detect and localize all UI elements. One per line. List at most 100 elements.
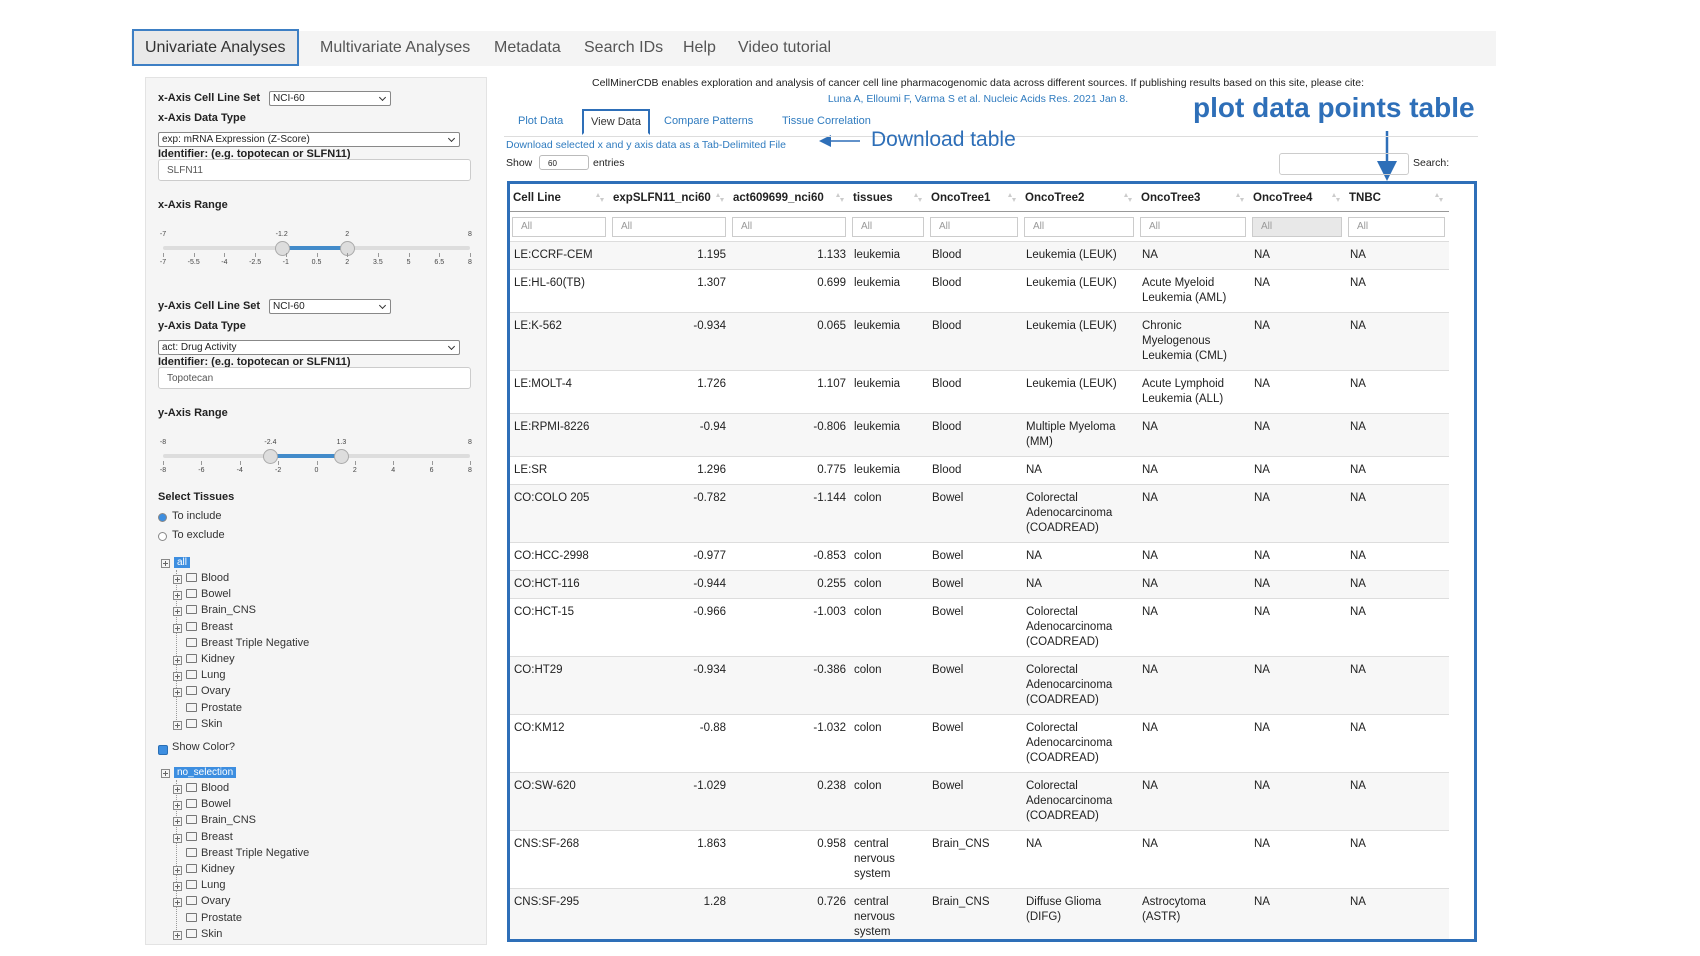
- table-cell: -1.032: [730, 715, 850, 773]
- tree-item[interactable]: Prostate: [186, 912, 242, 924]
- filter-input[interactable]: All: [930, 217, 1018, 237]
- table-cell: NA: [1022, 571, 1138, 599]
- column-header[interactable]: tissues: [850, 184, 928, 212]
- slider-handle[interactable]: [334, 449, 349, 464]
- tree-toggle[interactable]: [173, 624, 182, 633]
- entries-select[interactable]: 60: [539, 155, 589, 170]
- column-header[interactable]: expSLFN11_nci60: [610, 184, 730, 212]
- nav-tab[interactable]: Help: [672, 31, 727, 64]
- column-header[interactable]: OncoTree1: [928, 184, 1022, 212]
- slider-tick: [355, 461, 356, 465]
- table-cell: leukemia: [850, 414, 928, 457]
- data-type-select[interactable]: exp: mRNA Expression (Z-Score): [158, 132, 460, 147]
- identifier-input[interactable]: SLFN11: [158, 159, 471, 181]
- radio[interactable]: [158, 513, 167, 522]
- reference-link[interactable]: Luna A, Elloumi F, Varma S et al. Nuclei…: [828, 93, 1128, 105]
- slider-handle[interactable]: [275, 241, 290, 256]
- column-header[interactable]: OncoTree4: [1250, 184, 1346, 212]
- radio[interactable]: [158, 532, 167, 541]
- tree-item[interactable]: Kidney: [186, 863, 235, 875]
- tree-toggle[interactable]: [173, 801, 182, 810]
- tree-item[interactable]: Breast Triple Negative: [186, 637, 309, 649]
- tree-item[interactable]: Breast: [186, 831, 233, 843]
- filter-input[interactable]: All: [1140, 217, 1246, 237]
- column-header[interactable]: Cell Line: [510, 184, 610, 212]
- filter-input[interactable]: All: [1252, 217, 1342, 237]
- nav-tab[interactable]: Video tutorial: [727, 31, 842, 64]
- checkbox[interactable]: [158, 745, 168, 755]
- subtab[interactable]: View Data: [582, 109, 650, 135]
- tree-item[interactable]: Ovary: [186, 685, 230, 697]
- nav-tab[interactable]: Multivariate Analyses: [309, 31, 481, 64]
- column-header[interactable]: OncoTree2: [1022, 184, 1138, 212]
- tree-item[interactable]: Blood: [186, 782, 229, 794]
- table-row: CO:SW-620-1.0290.238colonBowelColorectal…: [510, 773, 1449, 831]
- slider-value-label: -2.4: [264, 439, 276, 446]
- tree-toggle[interactable]: [173, 882, 182, 891]
- tree-item[interactable]: Prostate: [186, 702, 242, 714]
- tree-item[interactable]: Bowel: [186, 588, 231, 600]
- tree-item[interactable]: Brain_CNS: [186, 604, 256, 616]
- cell-line-set-select[interactable]: NCI-60: [269, 299, 391, 314]
- tree-toggle[interactable]: [173, 785, 182, 794]
- identifier-input[interactable]: Topotecan: [158, 367, 471, 389]
- subtab[interactable]: Compare Patterns: [664, 115, 753, 127]
- tree-toggle[interactable]: [173, 591, 182, 600]
- filter-input[interactable]: All: [612, 217, 726, 237]
- tree-toggle[interactable]: [173, 656, 182, 665]
- tree-item[interactable]: Lung: [186, 669, 225, 681]
- column-header[interactable]: act609699_nci60: [730, 184, 850, 212]
- tree-item[interactable]: Kidney: [186, 653, 235, 665]
- sort-icon: [1236, 193, 1244, 203]
- tree-item[interactable]: Breast Triple Negative: [186, 847, 309, 859]
- subtab[interactable]: Plot Data: [518, 115, 563, 127]
- tree-toggle[interactable]: [173, 931, 182, 940]
- table-cell: central nervous system: [850, 831, 928, 889]
- subtab[interactable]: Tissue Correlation: [782, 115, 871, 127]
- filter-input[interactable]: All: [732, 217, 846, 237]
- tree-toggle[interactable]: [173, 721, 182, 730]
- column-header[interactable]: OncoTree3: [1138, 184, 1250, 212]
- slider-tick-label: -4: [221, 259, 227, 266]
- slider-handle[interactable]: [263, 449, 278, 464]
- tree-toggle[interactable]: [173, 834, 182, 843]
- tree-root-label[interactable]: no_selection: [174, 767, 236, 778]
- tree-toggle[interactable]: [173, 688, 182, 697]
- tree-toggle[interactable]: [173, 672, 182, 681]
- filter-input[interactable]: All: [1348, 217, 1445, 237]
- tree-item[interactable]: Blood: [186, 572, 229, 584]
- column-header-label: expSLFN11_nci60: [613, 192, 711, 204]
- table-cell: Brain_CNS: [928, 831, 1022, 889]
- tree-root-label[interactable]: all: [174, 557, 190, 568]
- tree-toggle[interactable]: [173, 575, 182, 584]
- table-cell: 1.28: [610, 889, 730, 943]
- data-type-select[interactable]: act: Drug Activity: [158, 340, 460, 355]
- filter-input[interactable]: All: [852, 217, 924, 237]
- slider-tick-label: -5.5: [188, 259, 200, 266]
- sort-icon: [836, 193, 844, 203]
- filter-input[interactable]: All: [1024, 217, 1134, 237]
- nav-tab[interactable]: Search IDs: [573, 31, 674, 64]
- tree-item[interactable]: Skin: [186, 928, 222, 940]
- tree-item-label: Bowel: [201, 588, 231, 600]
- tree-toggle[interactable]: [173, 866, 182, 875]
- tree-item[interactable]: Ovary: [186, 895, 230, 907]
- tree-toggle[interactable]: [173, 607, 182, 616]
- tree-item-label: Breast Triple Negative: [201, 637, 309, 649]
- column-header[interactable]: TNBC: [1346, 184, 1449, 212]
- tree-item[interactable]: Bowel: [186, 798, 231, 810]
- nav-tab[interactable]: Metadata: [483, 31, 572, 64]
- search-input[interactable]: [1279, 153, 1409, 175]
- nav-tab[interactable]: Univariate Analyses: [132, 29, 299, 66]
- tree-item[interactable]: Brain_CNS: [186, 814, 256, 826]
- table-cell: NA: [1346, 457, 1449, 485]
- tree-item[interactable]: Breast: [186, 621, 233, 633]
- tree-item[interactable]: Lung: [186, 879, 225, 891]
- tree-toggle[interactable]: [173, 898, 182, 907]
- table-cell: CNS:SF-268: [510, 831, 610, 889]
- download-link[interactable]: Download selected x and y axis data as a…: [506, 139, 786, 151]
- filter-input[interactable]: All: [512, 217, 606, 237]
- tree-toggle[interactable]: [173, 817, 182, 826]
- cell-line-set-select[interactable]: NCI-60: [269, 91, 391, 106]
- tree-item[interactable]: Skin: [186, 718, 222, 730]
